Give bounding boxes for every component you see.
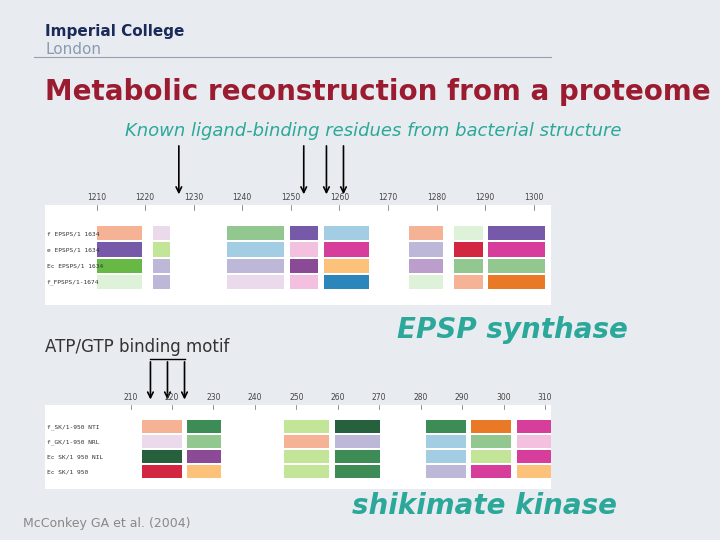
FancyBboxPatch shape xyxy=(454,242,482,256)
Text: 260: 260 xyxy=(330,393,345,402)
Text: f_SK/1-950 NTI: f_SK/1-950 NTI xyxy=(47,424,99,430)
FancyBboxPatch shape xyxy=(517,465,551,478)
FancyBboxPatch shape xyxy=(335,420,380,433)
Text: 1210: 1210 xyxy=(87,193,106,202)
FancyBboxPatch shape xyxy=(471,420,511,433)
FancyBboxPatch shape xyxy=(488,275,545,289)
Text: 300: 300 xyxy=(496,393,511,402)
FancyBboxPatch shape xyxy=(335,465,380,478)
FancyBboxPatch shape xyxy=(471,450,511,463)
FancyBboxPatch shape xyxy=(488,226,545,240)
Text: f_FPSPS/1-1674: f_FPSPS/1-1674 xyxy=(47,280,99,285)
FancyBboxPatch shape xyxy=(454,275,482,289)
Text: 310: 310 xyxy=(538,393,552,402)
FancyBboxPatch shape xyxy=(335,435,380,448)
Text: EPSP synthase: EPSP synthase xyxy=(397,316,629,344)
Text: 220: 220 xyxy=(165,393,179,402)
Text: 1220: 1220 xyxy=(135,193,155,202)
FancyBboxPatch shape xyxy=(284,420,329,433)
FancyBboxPatch shape xyxy=(284,435,329,448)
Text: Ec SK/1 950 NIL: Ec SK/1 950 NIL xyxy=(47,455,103,460)
Text: Ec SK/1 950: Ec SK/1 950 xyxy=(47,470,88,475)
FancyBboxPatch shape xyxy=(409,275,443,289)
FancyBboxPatch shape xyxy=(96,226,142,240)
FancyBboxPatch shape xyxy=(323,226,369,240)
FancyBboxPatch shape xyxy=(227,259,284,273)
FancyBboxPatch shape xyxy=(323,275,369,289)
FancyBboxPatch shape xyxy=(426,435,466,448)
FancyBboxPatch shape xyxy=(153,275,171,289)
FancyBboxPatch shape xyxy=(409,226,443,240)
FancyBboxPatch shape xyxy=(96,242,142,256)
FancyBboxPatch shape xyxy=(153,259,171,273)
Text: 1240: 1240 xyxy=(233,193,252,202)
Text: Known ligand-binding residues from bacterial structure: Known ligand-binding residues from bacte… xyxy=(125,122,621,139)
FancyBboxPatch shape xyxy=(142,420,181,433)
FancyBboxPatch shape xyxy=(289,259,318,273)
FancyBboxPatch shape xyxy=(187,435,222,448)
FancyBboxPatch shape xyxy=(96,259,142,273)
FancyBboxPatch shape xyxy=(187,465,222,478)
FancyBboxPatch shape xyxy=(335,450,380,463)
FancyBboxPatch shape xyxy=(517,435,551,448)
Text: Metabolic reconstruction from a proteome: Metabolic reconstruction from a proteome xyxy=(45,78,711,106)
FancyBboxPatch shape xyxy=(289,275,318,289)
Text: 280: 280 xyxy=(413,393,428,402)
Text: 210: 210 xyxy=(123,393,138,402)
FancyBboxPatch shape xyxy=(488,242,545,256)
Text: 1250: 1250 xyxy=(282,193,300,202)
Text: f EPSPS/1 1634: f EPSPS/1 1634 xyxy=(47,231,99,237)
Text: 1260: 1260 xyxy=(330,193,349,202)
FancyBboxPatch shape xyxy=(471,465,511,478)
FancyBboxPatch shape xyxy=(45,205,551,305)
FancyBboxPatch shape xyxy=(471,435,511,448)
Text: 240: 240 xyxy=(248,393,262,402)
FancyBboxPatch shape xyxy=(142,435,181,448)
FancyBboxPatch shape xyxy=(289,242,318,256)
Text: 270: 270 xyxy=(372,393,387,402)
FancyBboxPatch shape xyxy=(284,465,329,478)
FancyBboxPatch shape xyxy=(227,275,284,289)
Text: ATP/GTP binding motif: ATP/GTP binding motif xyxy=(45,338,230,355)
FancyBboxPatch shape xyxy=(323,242,369,256)
FancyBboxPatch shape xyxy=(323,259,369,273)
Text: f_GK/1-950 NRL: f_GK/1-950 NRL xyxy=(47,440,99,445)
FancyBboxPatch shape xyxy=(153,242,171,256)
Text: McConkey GA et al. (2004): McConkey GA et al. (2004) xyxy=(23,517,190,530)
Text: London: London xyxy=(45,42,102,57)
FancyBboxPatch shape xyxy=(289,226,318,240)
Text: Ec EPSPS/1 1634: Ec EPSPS/1 1634 xyxy=(47,264,103,269)
FancyBboxPatch shape xyxy=(153,226,171,240)
Text: e EPSPS/1 1634: e EPSPS/1 1634 xyxy=(47,247,99,253)
FancyBboxPatch shape xyxy=(517,450,551,463)
FancyBboxPatch shape xyxy=(426,465,466,478)
FancyBboxPatch shape xyxy=(454,259,482,273)
FancyBboxPatch shape xyxy=(409,242,443,256)
Text: 1290: 1290 xyxy=(475,193,495,202)
FancyBboxPatch shape xyxy=(284,450,329,463)
FancyBboxPatch shape xyxy=(454,226,482,240)
Text: 1300: 1300 xyxy=(524,193,544,202)
Text: 1280: 1280 xyxy=(427,193,446,202)
Text: 230: 230 xyxy=(206,393,221,402)
FancyBboxPatch shape xyxy=(227,242,284,256)
FancyBboxPatch shape xyxy=(426,450,466,463)
FancyBboxPatch shape xyxy=(488,259,545,273)
FancyBboxPatch shape xyxy=(409,259,443,273)
Text: 1270: 1270 xyxy=(378,193,397,202)
FancyBboxPatch shape xyxy=(517,420,551,433)
FancyBboxPatch shape xyxy=(142,465,181,478)
Text: shikimate kinase: shikimate kinase xyxy=(352,492,617,521)
Text: 250: 250 xyxy=(289,393,304,402)
Text: 1230: 1230 xyxy=(184,193,203,202)
FancyBboxPatch shape xyxy=(187,420,222,433)
FancyBboxPatch shape xyxy=(187,450,222,463)
FancyBboxPatch shape xyxy=(142,450,181,463)
FancyBboxPatch shape xyxy=(426,420,466,433)
FancyBboxPatch shape xyxy=(45,405,551,489)
FancyBboxPatch shape xyxy=(96,275,142,289)
FancyBboxPatch shape xyxy=(227,226,284,240)
Text: Imperial College: Imperial College xyxy=(45,24,185,39)
Text: 290: 290 xyxy=(455,393,469,402)
